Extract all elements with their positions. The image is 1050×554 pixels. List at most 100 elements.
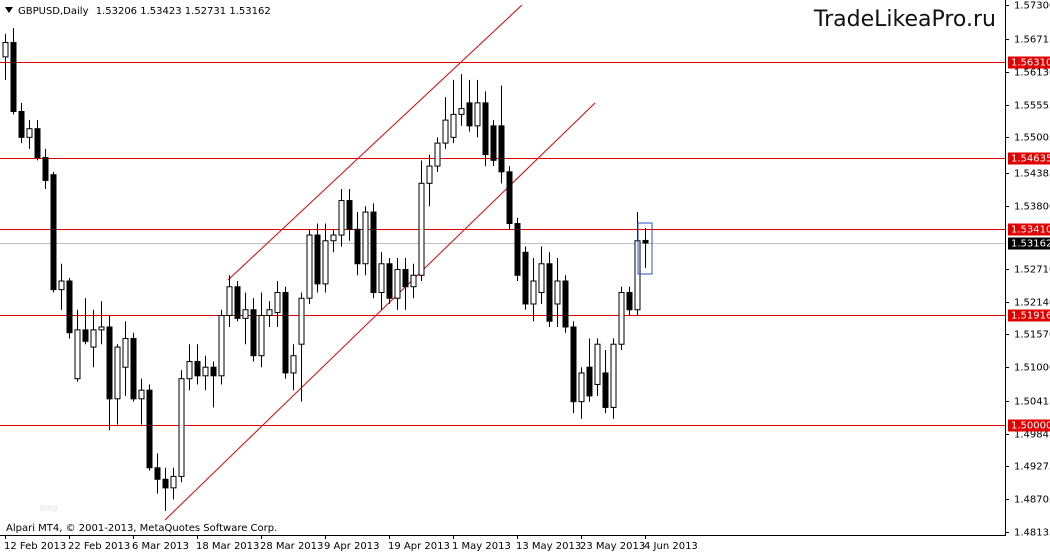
x-tick-label: 22 Feb 2013 bbox=[68, 541, 130, 552]
candle-body bbox=[554, 280, 561, 305]
candle-body bbox=[130, 337, 137, 400]
candle-body bbox=[322, 240, 329, 285]
candle-body bbox=[106, 326, 113, 400]
candle-body bbox=[26, 128, 33, 138]
candle-body bbox=[258, 314, 265, 357]
axes-layer: 1.57300 1.56715 1.56130 1.55555 1.55005 1.543… bbox=[4, 1, 1050, 552]
level-label-box bbox=[1008, 223, 1050, 236]
low-value: 1.52731 bbox=[185, 6, 226, 17]
price-label: 1.53162 bbox=[1011, 239, 1050, 250]
candle-body bbox=[114, 346, 121, 400]
header-arrow bbox=[5, 7, 13, 13]
y-tick-label: 1.52140 bbox=[1014, 298, 1050, 309]
candle-body bbox=[594, 343, 601, 385]
trend-line bbox=[164, 102, 596, 521]
candle-body bbox=[362, 211, 369, 265]
level-label: 1.51916 bbox=[1011, 311, 1050, 322]
price-label-box bbox=[1008, 237, 1050, 250]
candle-body bbox=[474, 102, 481, 127]
candle-body bbox=[386, 263, 393, 299]
candle-body bbox=[66, 280, 73, 334]
candle-body bbox=[514, 223, 521, 276]
x-tick-label: 4 Jun 2013 bbox=[644, 541, 698, 552]
open-value: 1.53206 bbox=[96, 6, 137, 17]
candle-body bbox=[50, 174, 57, 291]
x-tick-label: 9 Apr 2013 bbox=[324, 541, 379, 552]
candle-body bbox=[42, 156, 49, 181]
candle-body bbox=[306, 234, 313, 299]
y-tick-label: 1.54385 bbox=[1014, 169, 1050, 180]
candle-body bbox=[34, 128, 41, 158]
x-tick-label: 13 May 2013 bbox=[516, 541, 581, 552]
candle-body bbox=[98, 326, 105, 331]
candle-body bbox=[234, 286, 241, 319]
candle-body bbox=[274, 291, 281, 314]
candle-body bbox=[618, 291, 625, 345]
candle-body bbox=[210, 366, 217, 377]
x-tick-label: 6 Mar 2013 bbox=[132, 541, 189, 552]
candle-body bbox=[562, 280, 569, 328]
candle-body bbox=[186, 360, 193, 380]
candle-body bbox=[178, 378, 185, 477]
candle-body bbox=[122, 337, 129, 368]
candle-body bbox=[298, 297, 305, 345]
level-label-box bbox=[1008, 419, 1050, 432]
candle-body bbox=[354, 228, 361, 265]
candle-body bbox=[162, 478, 169, 489]
candle-body bbox=[482, 102, 489, 156]
candle-body bbox=[586, 366, 593, 397]
x-tick-label: 1 May 2013 bbox=[452, 541, 511, 552]
candle-body bbox=[402, 269, 409, 288]
candle-body bbox=[218, 314, 225, 377]
candle-body bbox=[226, 286, 233, 316]
x-tick-label: 18 Mar 2013 bbox=[196, 541, 259, 552]
candle-body bbox=[18, 110, 25, 138]
candle-body bbox=[466, 102, 473, 127]
level-label: 1.54635 bbox=[1011, 154, 1050, 165]
level-label: 1.53410 bbox=[1011, 225, 1050, 236]
level-label-box bbox=[1008, 152, 1050, 165]
candle-body bbox=[370, 211, 377, 293]
candle-body bbox=[242, 309, 249, 319]
high-value: 1.53423 bbox=[140, 6, 181, 17]
candles-layer bbox=[2, 28, 649, 511]
candle-body bbox=[138, 389, 145, 400]
y-tick-label: 1.51570 bbox=[1014, 330, 1050, 341]
candle-body bbox=[418, 182, 425, 276]
x-tick-label: 19 Apr 2013 bbox=[388, 541, 450, 552]
candle-body bbox=[538, 263, 545, 293]
y-tick-label: 1.56130 bbox=[1014, 68, 1050, 79]
highlight-box bbox=[637, 222, 653, 275]
y-tick-label: 1.56715 bbox=[1014, 35, 1050, 46]
candle-body bbox=[170, 475, 177, 489]
candle-body bbox=[426, 165, 433, 184]
candle-body bbox=[330, 234, 337, 242]
candle-body bbox=[498, 125, 505, 173]
candle-body bbox=[570, 326, 577, 403]
candle-body bbox=[578, 372, 585, 403]
candle-body bbox=[506, 171, 513, 225]
candle-body bbox=[10, 42, 17, 112]
y-tick-label: 1.53800 bbox=[1014, 202, 1050, 213]
candle-body bbox=[154, 467, 161, 480]
candle-body bbox=[314, 234, 321, 285]
y-tick-label: 1.50415 bbox=[1014, 397, 1050, 408]
y-tick-label: 1.48705 bbox=[1014, 495, 1050, 506]
x-tick-label: 12 Feb 2013 bbox=[4, 541, 66, 552]
candle-body bbox=[266, 309, 273, 316]
x-tick-label: 28 Mar 2013 bbox=[260, 541, 323, 552]
candle-body bbox=[202, 366, 209, 377]
candle-body bbox=[490, 125, 497, 161]
candle-body bbox=[290, 355, 297, 374]
candle-body bbox=[626, 291, 633, 311]
y-tick-label: 1.52710 bbox=[1014, 265, 1050, 276]
level-label: 1.50000 bbox=[1011, 421, 1050, 432]
candle-body bbox=[642, 239, 649, 244]
candle-body bbox=[530, 280, 537, 305]
watermark: TradeLikeaPro.ru bbox=[813, 7, 996, 32]
candle-body bbox=[546, 263, 553, 322]
faint-text: blog bbox=[40, 504, 57, 513]
candle-body bbox=[82, 329, 89, 342]
candle-body bbox=[522, 251, 529, 305]
candle-body bbox=[394, 269, 401, 299]
